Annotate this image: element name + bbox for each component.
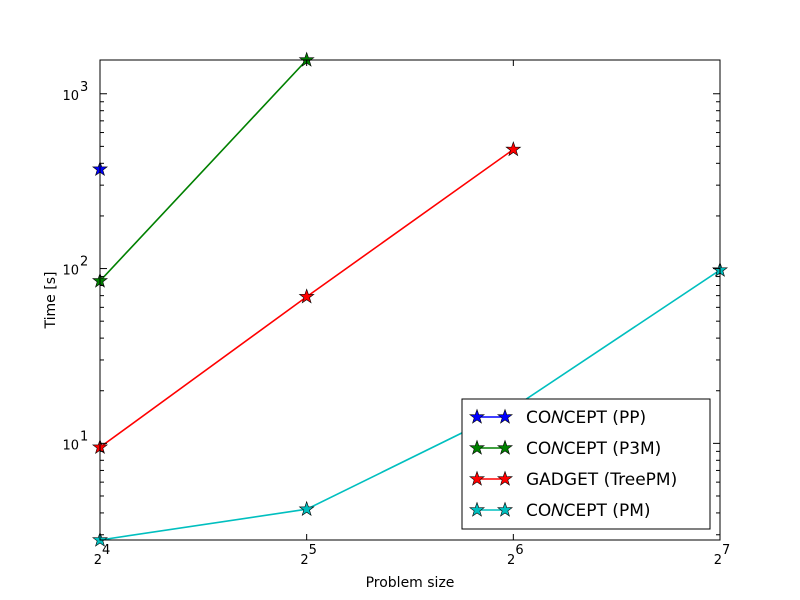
x-tick-label: 26 — [507, 543, 524, 568]
legend-label: GADGET (TreePM) — [526, 470, 677, 490]
x-tick-exp: 6 — [515, 543, 523, 558]
data-point-gadget-1 — [298, 288, 315, 304]
y-tick-exp: 3 — [80, 80, 88, 95]
x-tick-label: 27 — [714, 543, 731, 568]
legend-marker — [497, 439, 513, 455]
y-tick-exp: 2 — [80, 255, 88, 270]
legend-entry-pm: CO𝑁CEPT (PM) — [469, 501, 651, 521]
series-line-p3m — [100, 60, 308, 282]
y-tick-label: 101 — [62, 429, 88, 453]
legend-marker — [497, 501, 513, 517]
legend-marker — [497, 408, 513, 424]
y-tick-exp: 1 — [80, 429, 88, 444]
y-axis-label: Time [s] — [43, 272, 59, 330]
x-axis-label: Problem size — [366, 575, 455, 591]
legend-entry-pp: CO𝑁CEPT (PP) — [469, 408, 646, 428]
legend-entry-p3m: CO𝑁CEPT (P3M) — [469, 439, 661, 459]
y-tick-label: 103 — [62, 80, 88, 104]
x-tick-exp: 4 — [102, 543, 110, 558]
legend-marker — [469, 501, 485, 517]
y-tick-base: 10 — [62, 89, 79, 104]
x-tick-exp: 5 — [309, 543, 317, 558]
x-tick-label: 24 — [94, 543, 111, 568]
legend-marker — [469, 408, 485, 424]
legend-label: CO𝑁CEPT (P3M) — [526, 439, 661, 459]
legend-marker — [469, 470, 485, 486]
legend-marker — [469, 439, 485, 455]
legend-label: CO𝑁CEPT (PP) — [526, 408, 646, 428]
x-tick-base: 2 — [300, 553, 308, 568]
data-point-gadget-2 — [505, 141, 522, 157]
plot-frame — [99, 59, 721, 541]
x-tick-base: 2 — [714, 553, 722, 568]
legend: CO𝑁CEPT (PP) CO𝑁CEPT (P3M) GADGET (TreePM)… — [461, 398, 711, 530]
x-tick-exp: 7 — [722, 543, 730, 558]
x-tick-base: 2 — [507, 553, 515, 568]
x-tick-base: 2 — [94, 553, 102, 568]
legend-label: CO𝑁CEPT (PM) — [526, 501, 651, 521]
data-point-pm-1 — [298, 500, 315, 517]
series-line-pm — [100, 269, 720, 540]
y-tick-base: 10 — [62, 438, 79, 453]
legend-entry-gadget: GADGET (TreePM) — [469, 470, 677, 490]
legend-marker — [497, 470, 513, 486]
x-tick-label: 25 — [300, 543, 317, 568]
y-tick-base: 10 — [62, 264, 79, 279]
y-tick-label: 102 — [62, 255, 88, 279]
